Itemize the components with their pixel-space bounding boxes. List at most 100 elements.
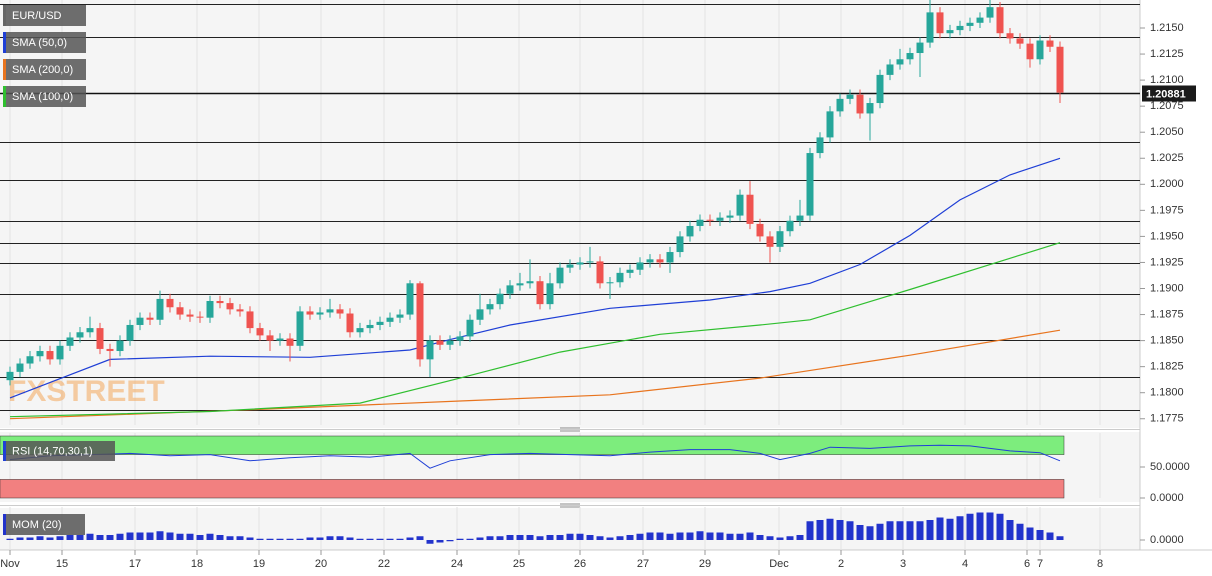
- legend-item[interactable]: RSI (14,70,30,1): [3, 441, 115, 461]
- candle-body: [426, 340, 434, 360]
- candle-body: [206, 301, 214, 318]
- mom-bar: [726, 533, 734, 540]
- candle-body: [686, 225, 694, 237]
- candle-body: [756, 223, 764, 237]
- candle-body: [966, 22, 974, 26]
- mom-bar: [146, 532, 154, 540]
- candle-body: [156, 298, 164, 320]
- x-tick-label: 18: [191, 558, 203, 570]
- candle-body: [1006, 33, 1014, 39]
- y-tick-label: 1.1925: [1150, 256, 1184, 268]
- mom-bar: [856, 525, 864, 540]
- candle-body: [226, 303, 234, 310]
- candle-body: [176, 307, 184, 315]
- x-tick-label: Nov: [0, 558, 20, 570]
- mom-bar: [196, 535, 204, 540]
- candle-body: [576, 262, 584, 265]
- candle-body: [506, 285, 514, 294]
- watermark: FXSTREET: [8, 375, 165, 408]
- mom-bar: [406, 537, 414, 540]
- candle-body: [376, 321, 384, 325]
- mom-bar: [56, 536, 64, 540]
- x-tick-label: 19: [253, 558, 265, 570]
- mom-bar: [16, 537, 24, 540]
- mom-bar: [176, 533, 184, 540]
- mom-bar: [86, 533, 94, 540]
- mom-bar: [606, 537, 614, 540]
- mom-bar: [786, 536, 794, 540]
- y-tick-label: 1.1875: [1150, 308, 1184, 320]
- candle-body: [636, 262, 644, 270]
- candle-body: [466, 319, 474, 337]
- candle-body: [486, 304, 494, 310]
- mom-bar: [736, 533, 744, 540]
- resize-grip[interactable]: [560, 503, 580, 508]
- x-tick-label: 15: [56, 558, 68, 570]
- candle-body: [676, 236, 684, 253]
- candle-body: [216, 301, 224, 304]
- legend-item[interactable]: SMA (50,0): [3, 32, 86, 53]
- overbought-zone: [0, 435, 1065, 455]
- mom-bar: [1046, 532, 1054, 540]
- mom-bar: [586, 535, 594, 540]
- candle-body: [606, 282, 614, 284]
- mom-bar: [536, 536, 544, 540]
- candle-body: [296, 311, 304, 346]
- mom-bar: [516, 535, 524, 540]
- mom-bar: [616, 536, 624, 540]
- legend-item[interactable]: SMA (200,0): [3, 59, 86, 80]
- candle-body: [356, 328, 364, 333]
- legend-box: [3, 5, 86, 26]
- candle-body: [286, 338, 294, 346]
- candle-body: [846, 94, 854, 99]
- mom-bar: [466, 538, 474, 540]
- candle-body: [786, 220, 794, 232]
- candle-body: [336, 309, 344, 314]
- legend-item[interactable]: EUR/USD: [3, 5, 86, 26]
- candle-body: [626, 269, 634, 273]
- mom-bar: [976, 512, 984, 540]
- x-tick-label: 27: [637, 558, 649, 570]
- candle-body: [826, 111, 834, 138]
- mom-bar: [886, 521, 894, 540]
- mom-bar: [526, 535, 534, 540]
- candle-body: [16, 363, 24, 372]
- x-tick-label: 6: [1024, 558, 1030, 570]
- y-tick-label: 1.1825: [1150, 361, 1184, 373]
- candle-body: [126, 324, 134, 341]
- last-price-tag: [1142, 85, 1196, 102]
- resize-grip[interactable]: [560, 427, 580, 432]
- x-tick-label: 7: [1037, 558, 1043, 570]
- mom-bar: [496, 536, 504, 540]
- mom-bar: [276, 538, 284, 540]
- candle-body: [856, 94, 864, 114]
- mom-bar: [106, 535, 114, 540]
- mom-bar: [266, 538, 274, 540]
- legend-item[interactable]: SMA (100,0): [3, 86, 86, 107]
- legend-box: [3, 441, 115, 461]
- mom-bar: [456, 538, 464, 540]
- mom-bar: [326, 536, 334, 540]
- candle-body: [236, 309, 244, 312]
- oversold-zone: [0, 479, 1065, 499]
- candle-body: [866, 103, 874, 114]
- mom-bar: [46, 537, 54, 540]
- mom-bar: [416, 536, 424, 540]
- mom-bar: [596, 536, 604, 540]
- candle-body: [956, 25, 964, 31]
- mom-bar: [636, 533, 644, 540]
- mom-bar: [316, 537, 324, 540]
- candle-body: [136, 317, 144, 325]
- legend-item[interactable]: MOM (20): [3, 514, 85, 535]
- candle-body: [836, 98, 844, 112]
- candle-body: [1046, 40, 1054, 47]
- mom-bar: [1036, 530, 1044, 540]
- mom-bar: [446, 540, 454, 542]
- candle-body: [326, 309, 334, 313]
- mom-bar: [1056, 536, 1064, 540]
- mom-bar: [76, 535, 84, 540]
- legend-label: MOM (20): [12, 519, 62, 531]
- mom-bar: [746, 532, 754, 540]
- candle-body: [906, 53, 914, 60]
